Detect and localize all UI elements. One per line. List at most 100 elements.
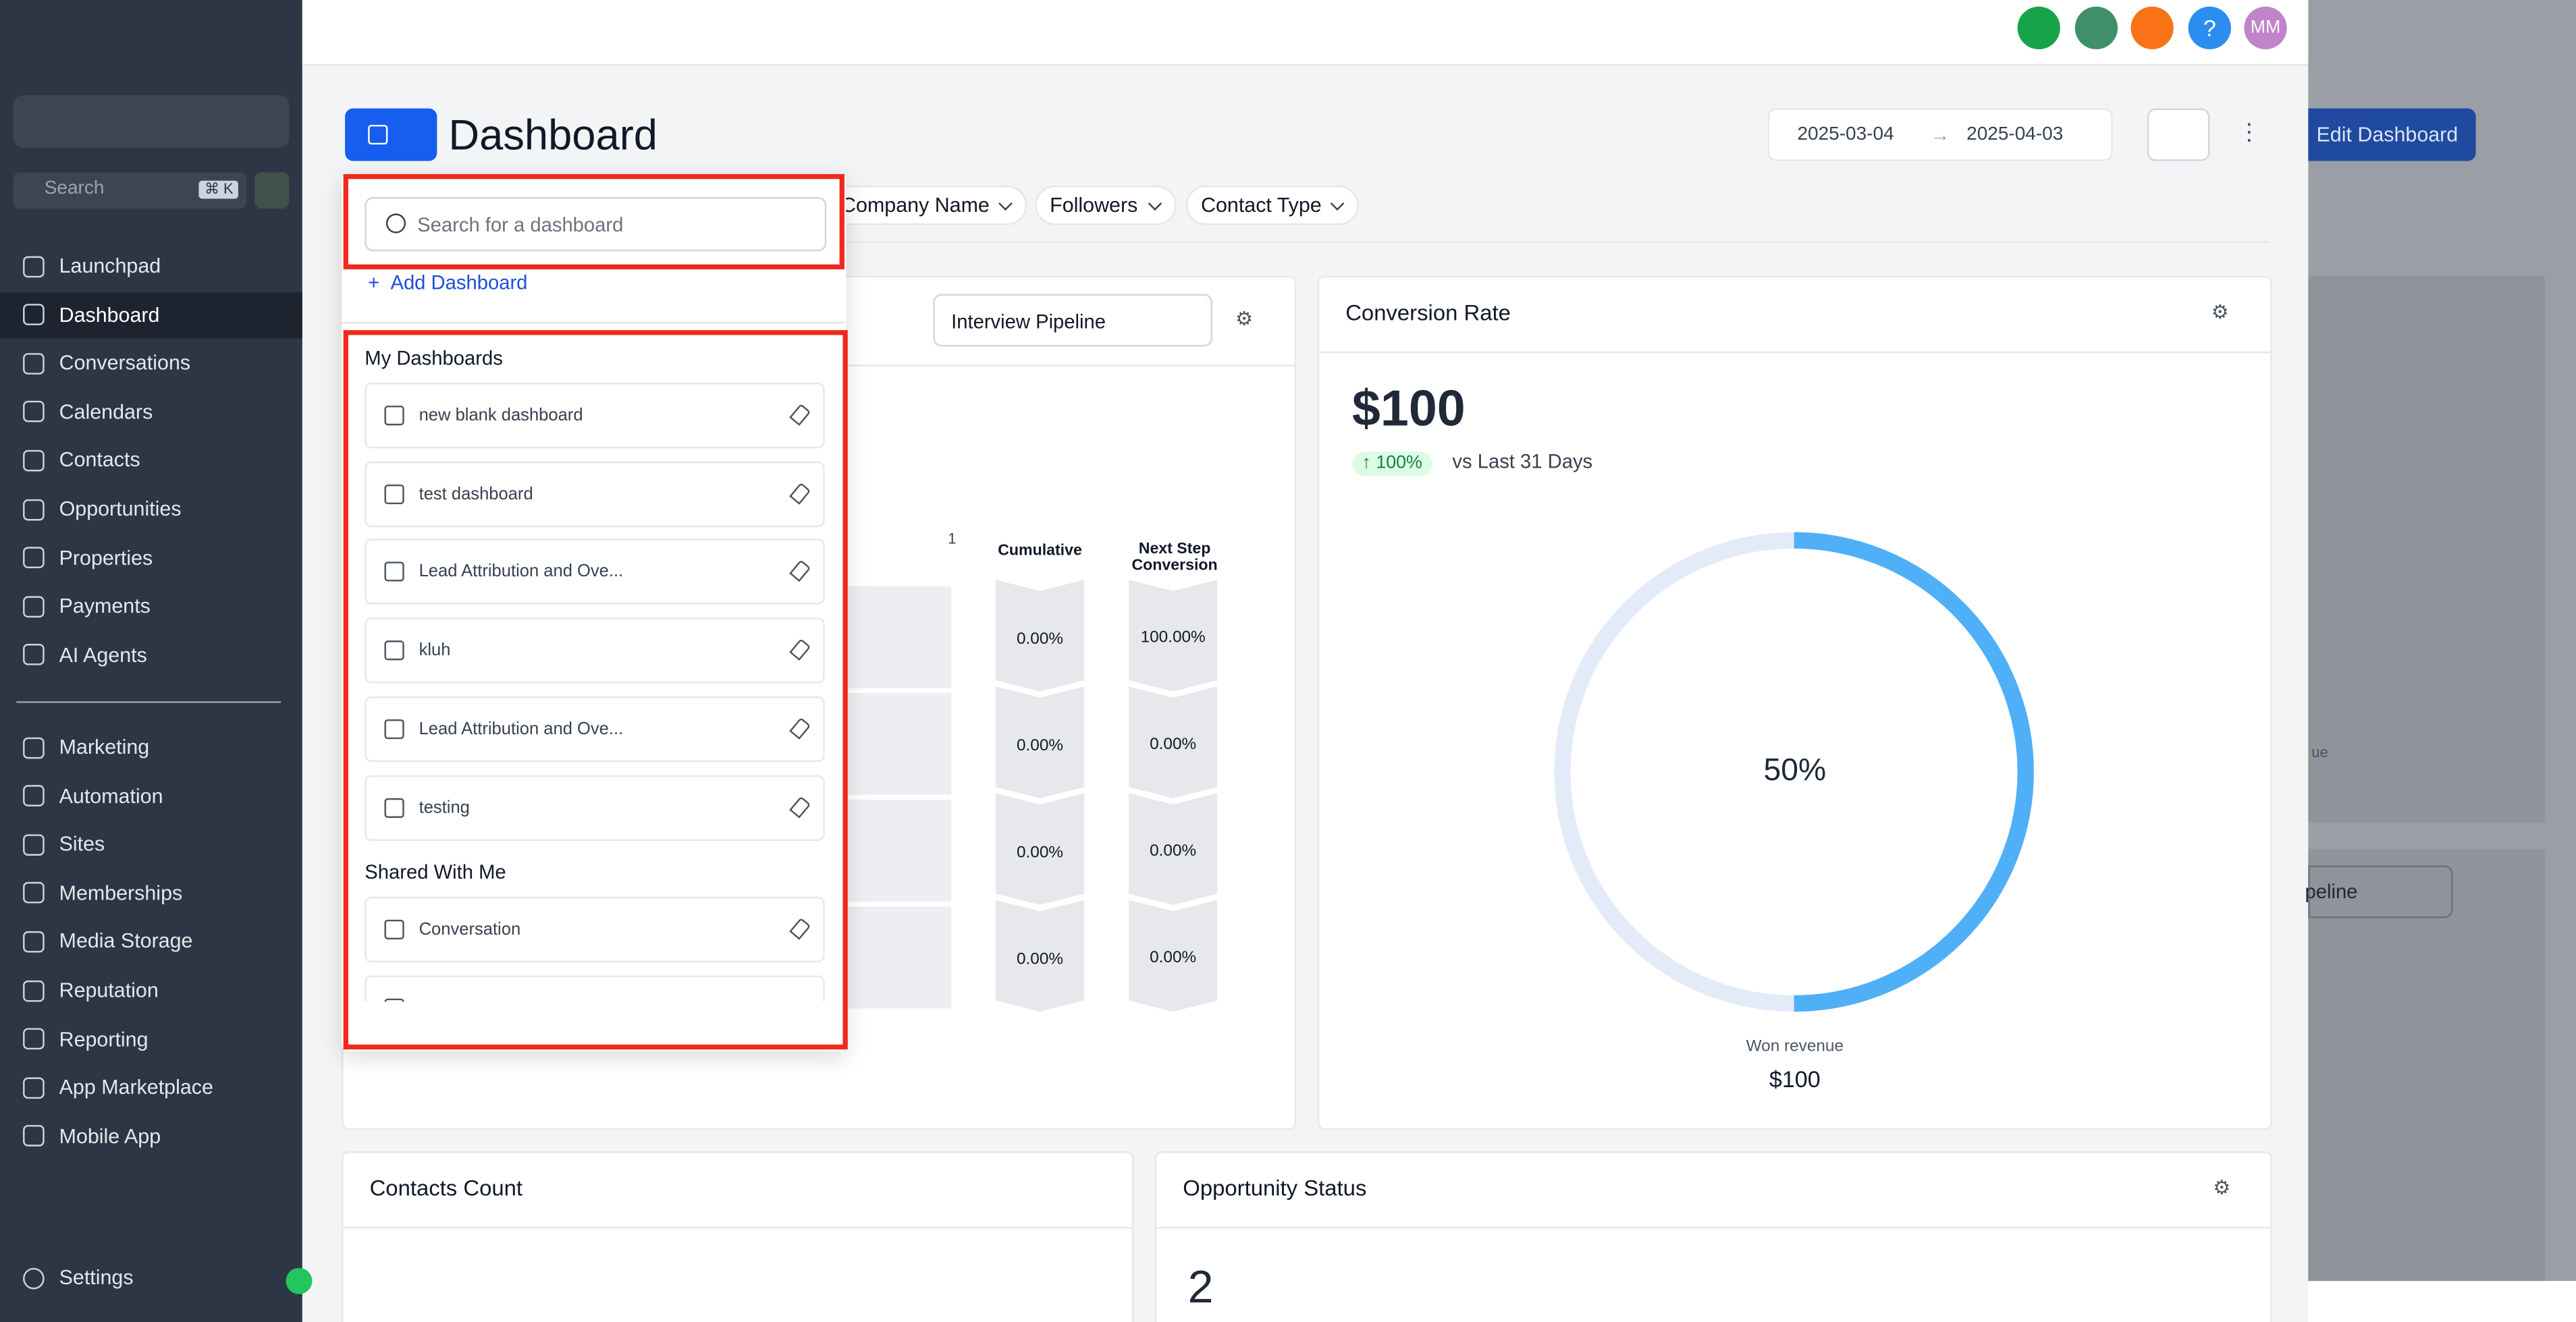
dashboard-item[interactable]: Lead Attribution and Ove... [365,696,825,762]
nav-icon [23,1125,45,1147]
dashboard-name: Lead Attribution and Ove... [419,719,624,739]
dashboard-item[interactable]: test dashboard [365,461,825,527]
nav-item[interactable]: Opportunities [0,486,302,532]
dashboard-name: Lead Attribution and Ove... [419,562,624,582]
change-badge: ↑ 100% [1351,451,1432,476]
add-dashboard[interactable]: + Add Dashboard [368,271,528,294]
nav-icon [23,595,45,617]
metric-value: 2 [1187,1261,1214,1313]
funnel-value: 0.00% [1150,842,1197,861]
funnel-cell [995,900,1085,1012]
nav-icon [23,352,45,375]
nav-item[interactable]: Payments [0,583,302,629]
edit-button[interactable] [2147,108,2210,161]
funnel-value: 0.00% [1017,951,1064,969]
search-placeholder: Search for a dashboard [417,213,624,237]
announcement-button[interactable] [2074,6,2118,50]
nav-item[interactable]: Reputation [0,967,302,1013]
dashboard-icon [384,640,404,661]
dashboard-icon [384,562,404,582]
footer-label: Won revenue [1746,1038,1844,1056]
nav-icon [23,833,45,856]
nav-item[interactable]: Calendars [0,389,302,435]
nav-item[interactable]: App Marketplace [0,1064,302,1110]
date-range[interactable]: 2025-03-04 → 2025-04-03 [1767,108,2113,161]
dashboard-item[interactable]: kluh [365,617,825,684]
donut-arc [1794,532,2034,1012]
dashboard-icon [384,484,404,504]
phone-button[interactable] [2017,6,2060,50]
dashboard-name: new blank dashboard [419,406,583,426]
quick-action[interactable] [254,172,290,209]
dim-card: peline [2305,849,2545,1282]
nav-item[interactable]: Automation [0,773,302,819]
nav-icon [23,979,45,1001]
dashboard-item[interactable]: Lead Attribution and Ove... [365,539,825,605]
dashboard-item[interactable]: Conversation [365,897,825,963]
dashboard-name: test dashboard [419,484,533,504]
dim-card: ue [2308,275,2545,823]
dashboard-item[interactable]: new blank dashboard [365,383,825,449]
nav-item[interactable]: Marketing [0,724,302,770]
nav-item[interactable]: AI Agents [0,632,302,678]
funnel-value: 0.00% [1017,630,1064,649]
conversion-card: Conversion Rate ⚙ $100 ↑ 100% vs Last 31… [1317,275,2272,1130]
nav-settings[interactable]: Settings [0,1255,302,1300]
nav-item[interactable]: Mobile App [0,1113,302,1159]
nav-icon [23,785,45,807]
filter-button[interactable]: Contact Type [1186,186,1360,225]
add-label: Add Dashboard [390,271,528,294]
period: vs Last 31 Days [1452,449,1593,473]
nav-item[interactable]: Conversations [0,340,302,386]
metric-value: $100 [1351,379,1466,437]
nav-icon [23,449,45,472]
opportunity-card: Opportunity Status ⚙ 2 [1154,1151,2272,1322]
nav-item[interactable]: Media Storage [0,918,302,964]
nav-label: Mobile App [59,1124,161,1148]
nav-icon [23,498,45,520]
donut [1554,532,2034,1012]
nav-icon [23,931,45,953]
funnel-cell [1128,686,1218,798]
date-start: 2025-03-04 [1797,124,1894,145]
nav-item[interactable]: Reporting [0,1016,302,1062]
notifications-button[interactable] [2130,6,2174,50]
settings-icon[interactable]: ⚙ [2213,1176,2231,1199]
search-box[interactable]: Search ⌘ K [13,172,247,209]
collapse-button[interactable] [286,1267,313,1294]
nav-item[interactable]: Sites [0,821,302,867]
funnel-cell [1128,900,1218,1012]
dashboard-icon [384,406,404,426]
more-button[interactable]: ⋮ [2237,118,2261,145]
nav-label: Dashboard [59,303,160,327]
card-title: Contacts Count [369,1176,523,1201]
nav-item[interactable]: Memberships [0,870,302,916]
nav-item[interactable]: Dashboard [0,292,302,338]
funnel-bar [847,800,952,902]
avatar[interactable]: MM [2244,6,2287,50]
funnel-value: 0.00% [1150,949,1197,968]
help-button[interactable]: ? [2188,6,2231,50]
settings-icon[interactable]: ⚙ [1235,307,1254,331]
filter-button[interactable]: Company Name [826,186,1027,225]
filter-button[interactable]: Followers [1035,186,1176,225]
nav-label: Settings [59,1266,134,1290]
nav-item[interactable]: Properties [0,534,302,580]
dashboard-item[interactable]: testing [365,774,825,840]
nav-item[interactable]: Launchpad [0,243,302,289]
footer-value: $100 [1769,1066,1821,1093]
dashboard-name: Conversation [419,920,521,940]
dashboard-search[interactable]: Search for a dashboard [365,197,827,252]
arrow: → [1930,123,1950,146]
pipeline-select[interactable]: Interview Pipeline [933,294,1213,347]
nav-icon [23,255,45,277]
dashboard-switcher[interactable] [345,108,437,161]
nav-item[interactable]: Contacts [0,437,302,483]
nav-label: AI Agents [59,643,147,667]
settings-icon[interactable]: ⚙ [2211,300,2229,324]
account-switcher[interactable] [13,95,290,148]
funnel-cell [995,686,1085,798]
page-title: Dashboard [448,110,658,160]
dim-select: peline [2305,880,2358,904]
